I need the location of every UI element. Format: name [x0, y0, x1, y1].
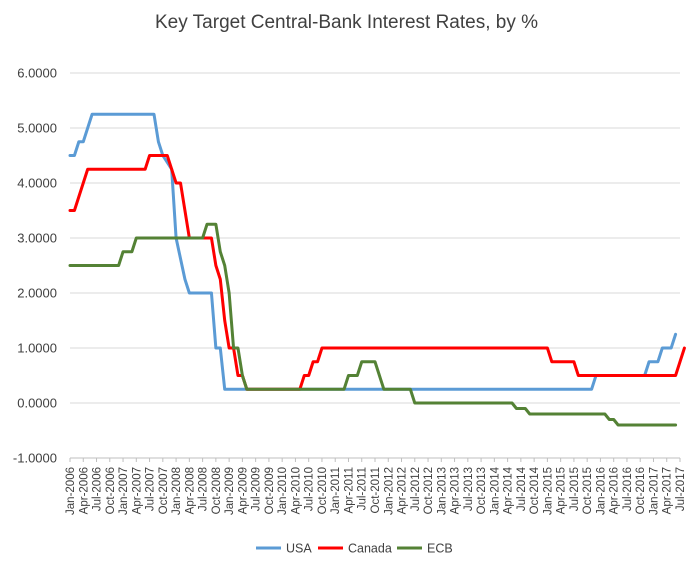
- x-tick-label: Oct-2014: [529, 466, 541, 514]
- x-tick-label: Jul-2016: [622, 467, 634, 511]
- x-tick-label: Jul-2009: [251, 467, 263, 511]
- x-tick-label: Jan-2006: [65, 467, 77, 515]
- x-tick-label: Apr-2015: [556, 467, 568, 514]
- legend-label: USA: [286, 542, 312, 556]
- y-tick-label: 6.0000: [17, 66, 57, 81]
- x-tick-label: Oct-2012: [423, 467, 435, 514]
- x-tick-label: Oct-2010: [317, 467, 329, 514]
- x-tick-label: Apr-2009: [237, 467, 249, 514]
- chart-title: Key Target Central-Bank Interest Rates, …: [155, 12, 538, 33]
- x-tick-label: Jan-2016: [595, 467, 607, 515]
- y-tick-label: 2.0000: [17, 286, 57, 301]
- x-tick-label: Apr-2013: [450, 467, 462, 514]
- x-tick-label: Apr-2014: [503, 466, 515, 514]
- x-tick-label: Jul-2007: [145, 467, 157, 511]
- y-tick-label: 5.0000: [17, 121, 57, 136]
- x-tick-label: Oct-2011: [370, 467, 382, 513]
- y-tick-label: 1.0000: [17, 341, 57, 356]
- y-axis-ticks: 6.0000 5.0000 4.0000 3.0000 2.0000 1.0000 0.00…: [13, 66, 57, 466]
- x-tick-label: Apr-2007: [131, 467, 143, 514]
- x-tick-label: Apr-2008: [184, 467, 196, 514]
- x-tick-label: Jan-2015: [542, 467, 554, 515]
- x-tick-label: Oct-2007: [158, 467, 170, 514]
- x-tick-label: Jul-2015: [569, 467, 581, 511]
- x-tick-label: Jan-2011: [330, 467, 342, 514]
- x-tick-label: Jul-2011: [357, 467, 369, 510]
- x-tick-label: Jan-2009: [224, 467, 236, 515]
- x-tick-label: Jul-2013: [463, 467, 475, 511]
- x-tick-label: Apr-2016: [609, 467, 621, 514]
- x-tick-label: Apr-2011: [343, 467, 355, 513]
- y-tick-label: 3.0000: [17, 231, 57, 246]
- series-lines: [68, 112, 686, 427]
- x-tick-label: Apr-2012: [397, 467, 409, 514]
- x-tick-label: Apr-2017: [662, 467, 674, 514]
- x-tick-label: Jan-2017: [648, 467, 660, 515]
- x-tick-label: Jan-2012: [383, 467, 395, 515]
- x-tick-label: Jan-2014: [489, 466, 501, 515]
- x-tick-label: Oct-2016: [635, 467, 647, 514]
- x-tick-label: Jul-2008: [198, 467, 210, 511]
- x-tick-label: Oct-2015: [582, 467, 594, 514]
- x-tick-label: Jul-2014: [516, 466, 528, 511]
- y-tick-label: -1.0000: [13, 451, 57, 466]
- x-tick-label: Jan-2008: [171, 467, 183, 515]
- x-tick-label: Apr-2006: [78, 467, 90, 514]
- legend-label: Canada: [348, 542, 392, 556]
- x-tick-label: Jan-2007: [118, 467, 130, 515]
- series-line-canada: [68, 154, 686, 391]
- x-tick-label: Jul-2010: [304, 467, 316, 511]
- x-tick-label: Oct-2006: [105, 467, 117, 514]
- x-tick-label: Jul-2017: [675, 467, 687, 511]
- y-tick-label: 0.0000: [17, 396, 57, 411]
- x-axis-ticks: Jan-2006 Apr-2006 Jul-2006 Oct-2006 Jan-2007…: [65, 458, 687, 515]
- x-tick-label: Oct-2008: [211, 467, 223, 514]
- x-tick-label: Apr-2010: [290, 467, 302, 514]
- x-tick-label: Jul-2006: [92, 467, 104, 511]
- series-line-ecb: [68, 222, 678, 427]
- x-tick-label: Jul-2012: [410, 467, 422, 511]
- x-tick-label: Oct-2013: [476, 467, 488, 514]
- x-tick-label: Jan-2010: [277, 467, 289, 515]
- legend: USA Canada ECB: [256, 542, 453, 556]
- x-tick-label: Jan-2013: [436, 467, 448, 515]
- x-tick-label: Oct-2009: [264, 467, 276, 514]
- series-line-usa: [68, 112, 678, 391]
- legend-label: ECB: [427, 542, 453, 556]
- y-tick-label: 4.0000: [17, 176, 57, 191]
- gridlines: [70, 72, 680, 459]
